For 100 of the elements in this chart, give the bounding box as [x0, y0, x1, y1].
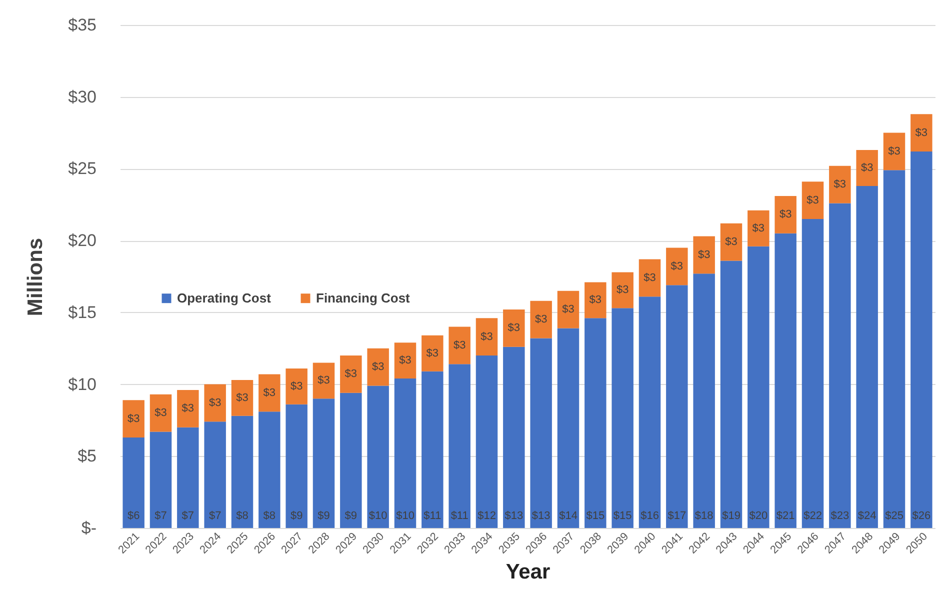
data-label: $6 [127, 510, 140, 522]
data-label: $7 [154, 510, 167, 522]
bar [150, 432, 172, 528]
data-label: $26 [912, 510, 931, 522]
bar [557, 328, 580, 528]
bar [394, 378, 416, 528]
y-tick-label: $20 [68, 231, 96, 250]
bar [638, 296, 661, 528]
bar [122, 400, 144, 438]
data-label: $15 [613, 510, 632, 522]
bar [448, 364, 470, 528]
bar [530, 300, 552, 338]
bar [557, 290, 580, 328]
bar [177, 427, 199, 528]
data-label: $3 [399, 354, 412, 367]
bar [177, 390, 199, 428]
bar [910, 151, 932, 528]
data-label: $14 [559, 510, 578, 522]
data-label: $3 [698, 248, 710, 261]
bar [231, 380, 254, 416]
bar [883, 170, 906, 528]
bar [774, 196, 796, 234]
bar [693, 274, 715, 528]
bar [530, 338, 552, 528]
data-label: $3 [208, 396, 222, 409]
bar [258, 412, 280, 528]
data-label: $3 [154, 407, 167, 420]
data-label: $10 [396, 510, 414, 522]
y-tick-label: $5 [78, 446, 96, 466]
bar [150, 394, 172, 432]
data-label: $19 [722, 510, 740, 522]
data-label: $23 [830, 510, 850, 522]
legend-label: Operating Cost [177, 290, 272, 306]
bar [286, 404, 308, 528]
bar [476, 356, 498, 528]
bar [693, 236, 715, 274]
y-tick-label: $15 [68, 302, 96, 322]
bar [312, 362, 335, 399]
data-label: $15 [586, 510, 605, 522]
y-tick-label: $30 [68, 87, 96, 106]
data-label: $3 [344, 368, 358, 380]
y-tick-label: $35 [68, 16, 96, 34]
data-label: $3 [182, 402, 194, 415]
bar [720, 223, 742, 261]
data-label: $3 [834, 178, 846, 191]
x-axis-title: Year [506, 560, 550, 584]
bar [748, 246, 770, 528]
data-label: $9 [318, 510, 330, 522]
data-label: $3 [562, 304, 574, 316]
data-label: $25 [885, 510, 904, 522]
bar [286, 368, 308, 404]
data-label: $21 [776, 510, 795, 522]
bar [666, 285, 688, 528]
data-label: $3 [127, 412, 140, 425]
data-label: $13 [532, 510, 550, 522]
data-label: $20 [749, 510, 768, 522]
bar [448, 326, 470, 364]
y-axis-title: Millions [24, 238, 48, 316]
bar [748, 210, 770, 246]
bar [910, 114, 932, 152]
bar [340, 392, 362, 528]
bar [122, 437, 144, 528]
data-label: $3 [806, 194, 819, 206]
data-label: $3 [915, 126, 928, 139]
bar [204, 422, 226, 528]
bar [666, 248, 688, 286]
data-label: $11 [424, 510, 442, 522]
bar [856, 150, 878, 186]
bar [612, 272, 634, 308]
bar [829, 203, 851, 528]
bar [802, 182, 824, 220]
data-label: $3 [616, 284, 629, 296]
bar [231, 416, 254, 528]
bar [503, 346, 525, 528]
y-tick-label: $10 [68, 374, 96, 394]
bar [584, 318, 606, 528]
data-label: $3 [644, 272, 656, 284]
data-label: $3 [860, 162, 874, 174]
data-label: $24 [858, 510, 876, 522]
data-label: $3 [670, 260, 684, 272]
bar [367, 348, 389, 386]
data-label: $3 [453, 339, 466, 352]
bar [258, 374, 280, 412]
bar [340, 356, 362, 393]
data-label: $10 [368, 510, 388, 522]
data-label: $9 [290, 510, 303, 522]
legend-label: Financing Cost [316, 290, 411, 306]
data-label: $3 [534, 314, 548, 326]
data-label: $3 [372, 361, 384, 374]
bar [204, 384, 226, 422]
bar [367, 386, 389, 528]
y-tick-label: $- [81, 518, 96, 538]
data-label: $12 [478, 510, 496, 522]
data-label: $3 [888, 145, 900, 158]
bar [503, 310, 525, 347]
bar [584, 282, 606, 318]
data-label: $18 [694, 510, 714, 522]
bar [774, 233, 796, 528]
bar [476, 318, 498, 356]
bar [422, 371, 444, 528]
